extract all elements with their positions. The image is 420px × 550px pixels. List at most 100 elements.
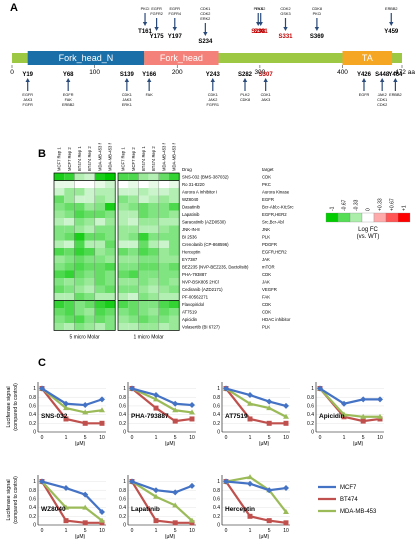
x-axis-label: (μM) bbox=[165, 534, 176, 540]
heatmap-cell bbox=[169, 285, 180, 293]
heatmap-cell bbox=[94, 218, 105, 226]
series-legend: MCF7 BT474 MDA-MB-453 bbox=[318, 485, 377, 515]
kinase-label: EGFR bbox=[63, 93, 74, 97]
heatmap-cell bbox=[138, 233, 149, 241]
data-point bbox=[82, 402, 89, 409]
y-tick-label: 0.4 bbox=[119, 412, 126, 418]
site-label: S298 bbox=[251, 29, 266, 35]
x-tick-label: 1 bbox=[249, 435, 252, 441]
data-point bbox=[266, 420, 272, 426]
heatmap-cell bbox=[94, 195, 105, 203]
heatmap-cell bbox=[54, 315, 65, 323]
y-tick-label: 0.6 bbox=[29, 404, 36, 410]
heatmap-cell bbox=[158, 173, 169, 181]
kinase-label: CDK1 bbox=[261, 93, 271, 97]
drug-target: PDGFR bbox=[262, 242, 277, 247]
heatmap-cell bbox=[74, 173, 85, 181]
heatmap-cell bbox=[105, 233, 116, 241]
drug-name: PF-00562271 bbox=[182, 294, 209, 299]
data-point bbox=[189, 416, 195, 422]
heatmap-cell bbox=[169, 293, 180, 301]
heatmap-cell bbox=[118, 323, 129, 331]
legend-swatch bbox=[397, 212, 411, 223]
heatmap-cell bbox=[84, 278, 95, 286]
y-tick-label: 1 bbox=[33, 479, 36, 485]
chart-title: SNS-032 bbox=[41, 413, 68, 420]
x-tick-label: 5 bbox=[84, 528, 87, 534]
drug-name: Apicidin bbox=[182, 317, 198, 322]
site-S301: PLK2 S301 bbox=[254, 7, 269, 35]
heatmap-cell bbox=[74, 225, 85, 233]
heatmap-cell bbox=[74, 233, 85, 241]
heatmap-cell bbox=[64, 233, 75, 241]
heatmap-cell bbox=[128, 225, 139, 233]
group-label: 5 micro Molar bbox=[69, 335, 100, 341]
data-point bbox=[377, 416, 383, 422]
heatmap-cell bbox=[158, 278, 169, 286]
data-point bbox=[247, 480, 253, 487]
drug-target: CDK bbox=[262, 174, 271, 179]
heatmap-group-0: MCF7 Rep 1 MCF7 Rep 2 BT474 Rep 1 BT474 Rep… bbox=[53, 143, 116, 341]
heatmap-cell bbox=[74, 308, 85, 316]
heatmap-cell bbox=[128, 233, 139, 241]
chart-title: Herceptin bbox=[225, 506, 255, 513]
x-axis-label: (μM) bbox=[165, 441, 176, 447]
drug-name: Saracatinib (AZD0530) bbox=[182, 219, 226, 224]
heatmap-cell bbox=[128, 315, 139, 323]
data-point bbox=[247, 474, 253, 480]
heatmap-cell bbox=[128, 248, 139, 256]
kinase-label: EGFR bbox=[359, 93, 370, 97]
heatmap-group-1: MCF7 Rep 1 MCF7 Rep 2 BT474 Rep 1 BT474 Rep… bbox=[117, 143, 180, 341]
site-label: S234 bbox=[198, 39, 213, 45]
heatmap-cell bbox=[128, 285, 139, 293]
kinase-label: CDK2 bbox=[377, 103, 387, 107]
data-point bbox=[82, 420, 88, 426]
legend-label: BT474 bbox=[340, 497, 358, 503]
y-tick-label: 1 bbox=[123, 479, 126, 485]
site-label: Y19 bbox=[22, 72, 33, 78]
kinase-label: PKCi bbox=[313, 12, 322, 16]
series-line-MDA-MB-453 bbox=[319, 387, 380, 418]
y-tick-label: 0.6 bbox=[307, 404, 314, 410]
heatmap-cell bbox=[54, 233, 65, 241]
column-header: BT474 Rep 1 bbox=[141, 146, 146, 171]
heatmap-cell bbox=[118, 293, 129, 301]
heatmap-cell bbox=[64, 180, 75, 188]
data-point bbox=[63, 416, 69, 422]
site-label: T161 bbox=[138, 29, 152, 35]
heatmap-cell bbox=[148, 203, 159, 211]
heatmap-cell bbox=[94, 255, 105, 263]
heatmap-cell bbox=[74, 263, 85, 271]
heatmap-cell bbox=[169, 210, 180, 218]
y-tick-label: 0.6 bbox=[213, 497, 220, 503]
arrow-head bbox=[146, 78, 152, 82]
y-axis-label: Luciferase signal bbox=[6, 479, 12, 520]
series-line-BT474 bbox=[225, 480, 287, 524]
data-point bbox=[247, 416, 253, 422]
heatmap-cell bbox=[64, 255, 75, 263]
y-tick-label: 0 bbox=[217, 523, 220, 529]
site-label: S282 bbox=[238, 72, 253, 78]
data-point bbox=[377, 396, 383, 403]
chart-title: Apicidin bbox=[319, 413, 345, 420]
heatmap-cell bbox=[148, 233, 159, 241]
heatmap-cell bbox=[138, 203, 149, 211]
data-point bbox=[39, 385, 45, 392]
x-tick-label: 1 bbox=[155, 435, 158, 441]
heatmap-cell bbox=[74, 248, 85, 256]
drug-name: AT7519 bbox=[182, 309, 197, 314]
legend-swatch bbox=[337, 212, 351, 223]
dose-response-charts: Luciferase signal (compared to control)Lu… bbox=[6, 382, 384, 540]
target-header: target bbox=[262, 167, 274, 172]
y-tick-label: 0 bbox=[123, 430, 126, 436]
heatmap-cell bbox=[158, 218, 169, 226]
heatmap-cell bbox=[105, 195, 116, 203]
site-label: S139 bbox=[120, 72, 135, 78]
heatmap-cell bbox=[148, 308, 159, 316]
heatmap-cell bbox=[169, 203, 180, 211]
heatmap-cell bbox=[138, 188, 149, 196]
y-tick-label: 0.4 bbox=[213, 505, 220, 511]
arrow-head bbox=[210, 78, 215, 82]
site-T161: PKCI T161 bbox=[138, 7, 152, 35]
